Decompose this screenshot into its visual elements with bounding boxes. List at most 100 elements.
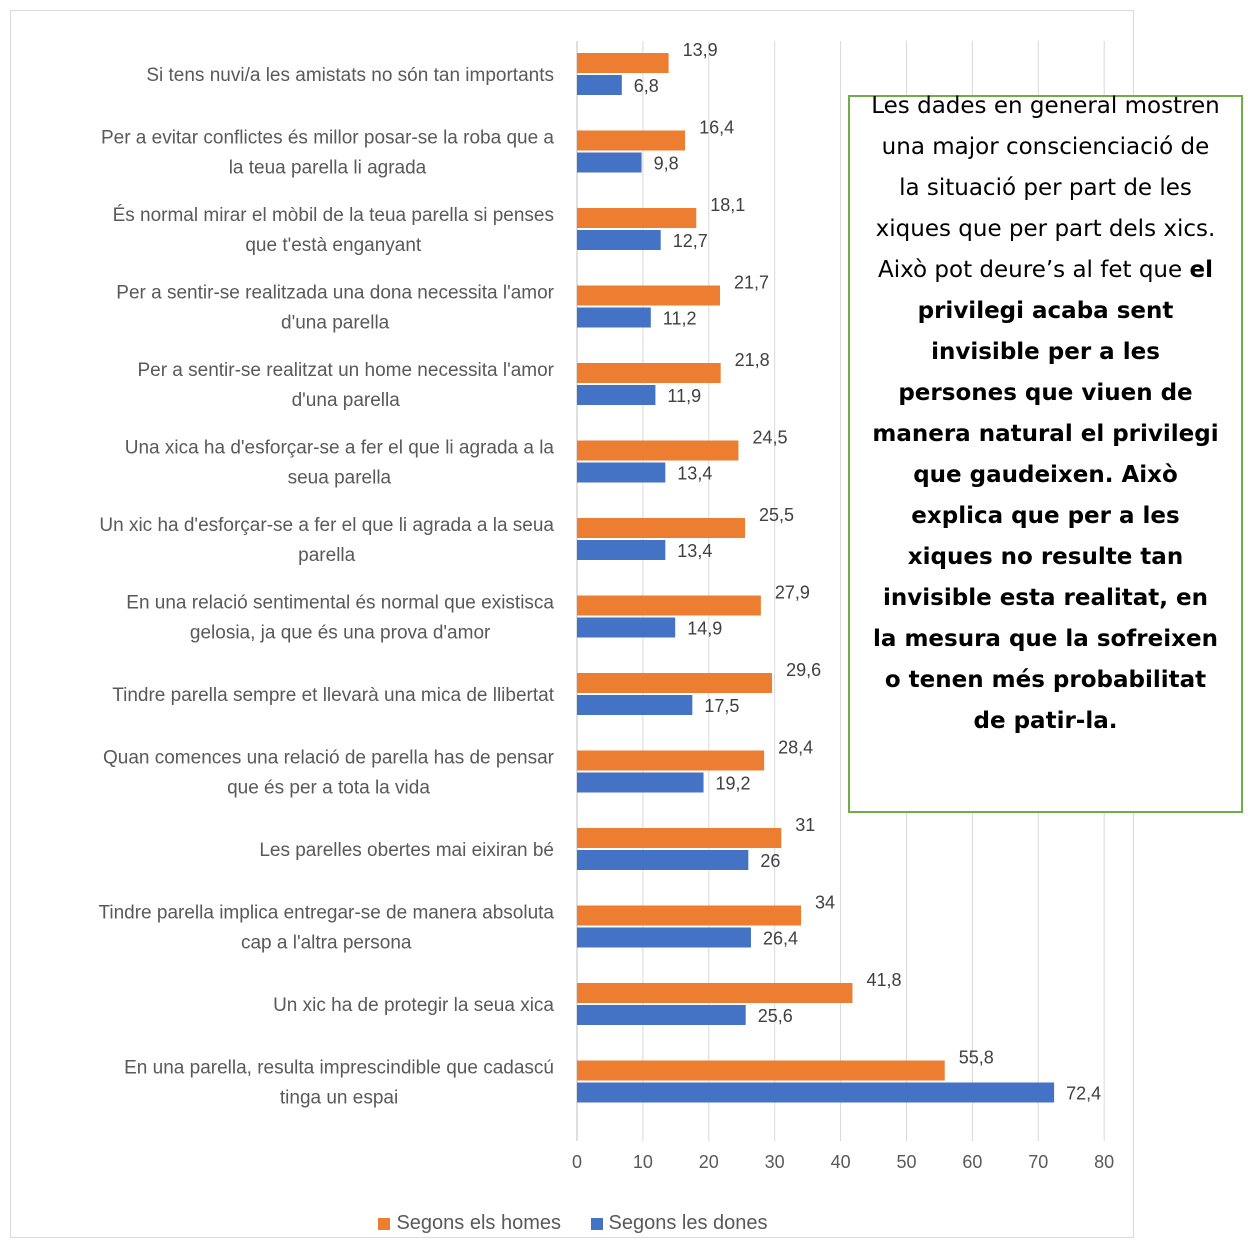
- bar-dones: [577, 385, 656, 405]
- data-label-dones: 6,8: [634, 76, 659, 96]
- note-text: Les dades en general mostren una major c…: [868, 86, 1223, 742]
- category-label: Tindre parella sempre et llevarà una mic…: [112, 685, 555, 706]
- bar-dones: [577, 1082, 1055, 1103]
- legend: Segons els homes Segons les dones: [11, 1212, 1135, 1235]
- x-tick-label-80: 80: [1094, 1152, 1114, 1172]
- category-label: Si tens nuvi/a les amistats no són tan i…: [146, 65, 554, 86]
- data-label-dones: 9,8: [654, 154, 679, 174]
- data-label-dones: 26: [760, 851, 780, 871]
- data-label-homes: 55,8: [959, 1048, 994, 1068]
- category-label: Per a evitar conflictes és millor posar-…: [101, 128, 554, 149]
- bar-chart: 0 10 20 30 40 50 60 70 80 Si tens nuvi/a les amis…: [98, 40, 1114, 1172]
- bar-homes: [577, 983, 853, 1003]
- note-normal-text: Les dades en general mostren una major c…: [871, 93, 1220, 283]
- category-label: Una xica ha d'esforçar-se a fer el que l…: [125, 438, 555, 459]
- category-label: Per a sentir-se realitzat un home necess…: [137, 360, 554, 381]
- bar-dones: [577, 152, 642, 173]
- x-tick-label-60: 60: [962, 1152, 982, 1172]
- legend-label-dones: Segons les dones: [608, 1212, 768, 1235]
- data-label-homes: 29,6: [786, 660, 821, 680]
- bar-homes: [577, 905, 802, 926]
- data-label-homes: 34: [815, 893, 835, 913]
- data-label-dones: 11,9: [667, 386, 701, 406]
- bar-homes: [577, 673, 773, 693]
- data-label-dones: 11,2: [663, 309, 697, 329]
- data-label-homes: 28,4: [778, 738, 813, 758]
- data-label-dones: 14,9: [687, 619, 722, 639]
- x-tick-label-70: 70: [1028, 1152, 1048, 1172]
- data-label-dones: 17,5: [704, 696, 739, 716]
- x-tick-label-20: 20: [699, 1152, 719, 1172]
- category-label: parella: [298, 545, 355, 566]
- bar-homes: [577, 208, 697, 228]
- x-tick-label-30: 30: [765, 1152, 785, 1172]
- bar-dones: [577, 462, 666, 483]
- category-label: És normal mirar el mòbil de la teua pare…: [113, 205, 554, 226]
- category-label: Un xic ha d'esforçar-se a fer el que li …: [99, 515, 554, 536]
- bar-dones: [577, 772, 704, 793]
- category-label: cap a l'altra persona: [241, 933, 412, 954]
- bar-homes: [577, 518, 746, 538]
- category-label: Les parelles obertes mai eixiran bé: [259, 840, 554, 861]
- x-tick-label-50: 50: [896, 1152, 916, 1172]
- bar-homes: [577, 595, 761, 616]
- category-label: que t'està enganyant: [245, 235, 422, 256]
- bar-dones: [577, 230, 661, 250]
- bar-dones: [577, 695, 693, 715]
- category-label: En una parella, resulta imprescindible q…: [124, 1058, 554, 1079]
- legend-swatch-dones: [590, 1217, 603, 1230]
- category-label: d'una parella: [292, 390, 401, 411]
- category-label: Tindre parella implica entregar-se de ma…: [98, 903, 554, 924]
- category-label: Quan comences una relació de parella has…: [103, 748, 555, 769]
- category-label: que és per a tota la vida: [227, 778, 430, 799]
- note-box: Les dades en general mostren una major c…: [848, 93, 1243, 813]
- category-label: tinga un espai: [280, 1088, 398, 1109]
- category-label: En una relació sentimental és normal que…: [126, 593, 554, 614]
- data-label-dones: 19,2: [716, 774, 751, 794]
- data-label-homes: 25,5: [759, 505, 794, 525]
- data-label-dones: 13,4: [677, 541, 712, 561]
- legend-label-homes: Segons els homes: [396, 1212, 561, 1235]
- data-label-dones: 72,4: [1066, 1084, 1101, 1104]
- bar-homes: [577, 440, 739, 461]
- bar-dones: [577, 1005, 746, 1025]
- bar-dones: [577, 307, 651, 328]
- data-label-homes: 13,9: [683, 40, 718, 60]
- data-label-homes: 18,1: [710, 195, 745, 215]
- bar-homes: [577, 828, 782, 848]
- data-label-homes: 21,8: [735, 350, 770, 370]
- bar-homes: [577, 130, 686, 151]
- bar-dones: [577, 850, 749, 870]
- note-bold-text: el privilegi acaba sent invisible per a …: [872, 257, 1219, 734]
- data-label-homes: 21,7: [734, 273, 769, 293]
- category-label: seua parella: [288, 468, 392, 489]
- data-label-dones: 12,7: [673, 231, 708, 251]
- data-label-homes: 16,4: [699, 118, 734, 138]
- bar-dones: [577, 540, 666, 560]
- x-tick-label-40: 40: [831, 1152, 851, 1172]
- legend-item-homes: Segons els homes: [378, 1212, 561, 1235]
- category-label: Per a sentir-se realitzada una dona nece…: [116, 283, 554, 304]
- bar-homes: [577, 750, 765, 771]
- x-tick-label-10: 10: [633, 1152, 653, 1172]
- legend-swatch-homes: [378, 1217, 391, 1230]
- data-label-homes: 24,5: [752, 428, 787, 448]
- bar-dones: [577, 617, 676, 638]
- legend-item-dones: Segons les dones: [590, 1212, 768, 1235]
- data-label-homes: 31: [795, 815, 815, 835]
- data-label-dones: 13,4: [677, 464, 712, 484]
- bar-dones: [577, 927, 751, 948]
- bar-dones: [577, 75, 622, 95]
- category-label: la teua parella li agrada: [229, 158, 427, 179]
- data-label-dones: 25,6: [758, 1006, 793, 1026]
- data-label-homes: 27,9: [775, 583, 810, 603]
- data-label-homes: 41,8: [866, 970, 901, 990]
- data-label-dones: 26,4: [763, 929, 798, 949]
- category-label: Un xic ha de protegir la seua xica: [273, 995, 554, 1016]
- x-tick-label-0: 0: [572, 1152, 582, 1172]
- bar-homes: [577, 363, 721, 383]
- bar-homes: [577, 53, 669, 73]
- category-label: d'una parella: [281, 313, 390, 334]
- bar-homes: [577, 1060, 945, 1081]
- bar-homes: [577, 285, 721, 306]
